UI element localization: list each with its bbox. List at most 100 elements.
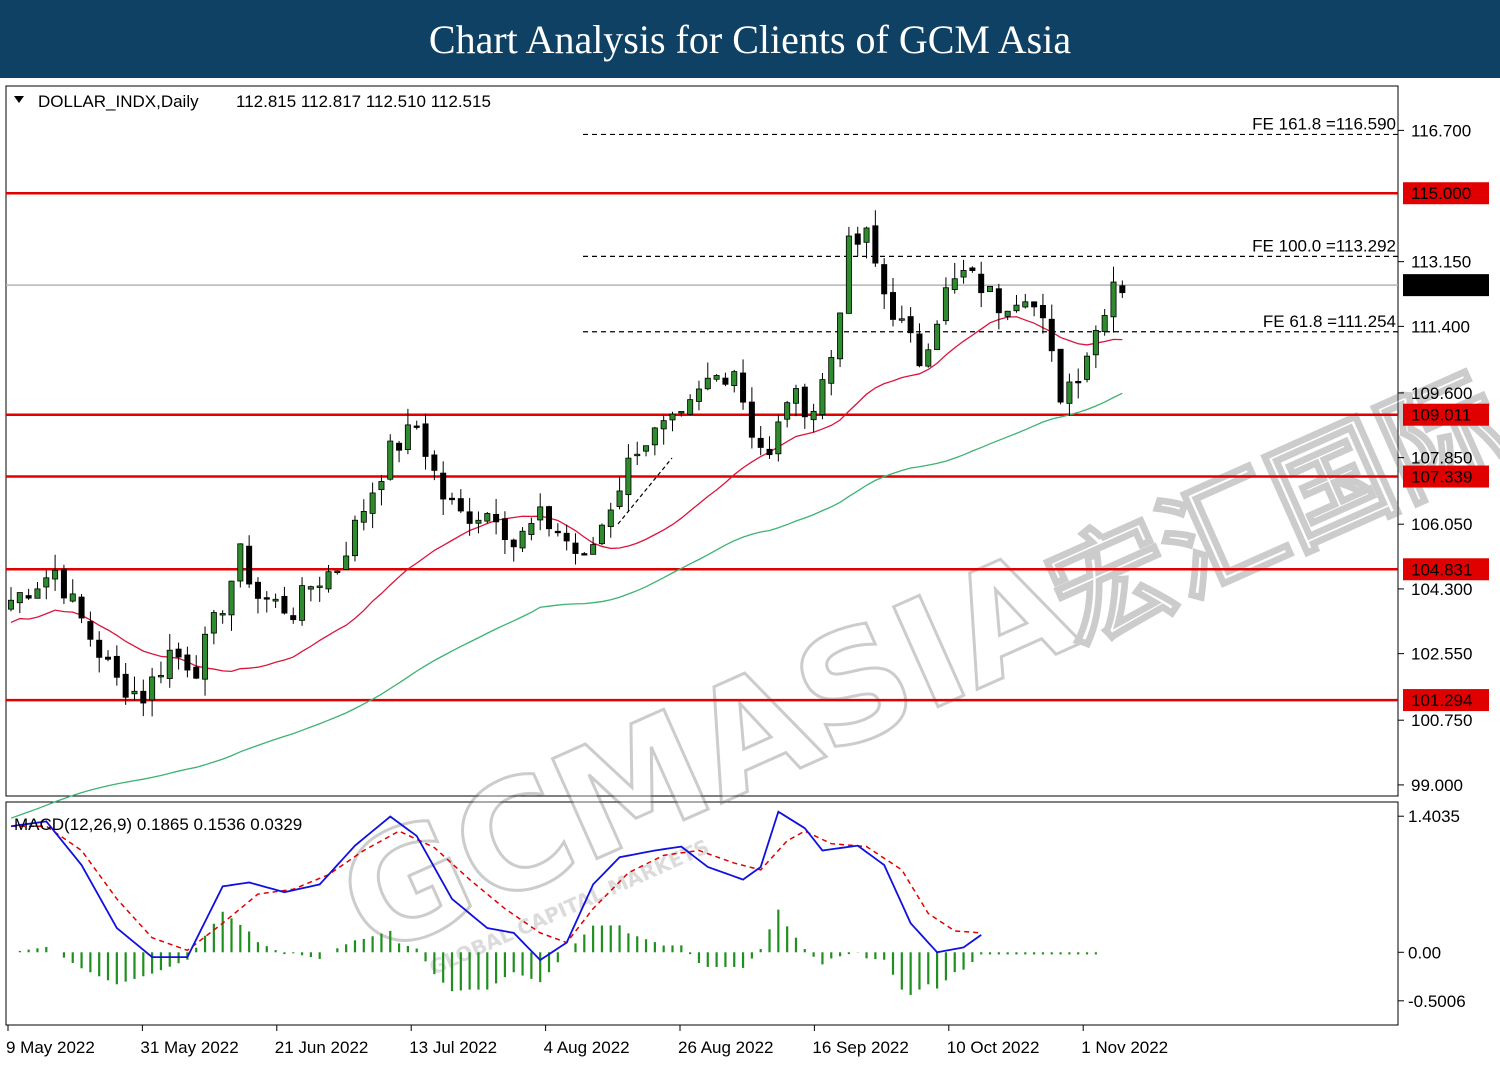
collapse-triangle-icon[interactable] xyxy=(14,96,24,103)
candle-body xyxy=(1066,381,1073,404)
candle xyxy=(113,645,120,686)
candle xyxy=(969,266,976,273)
candle-body xyxy=(863,227,870,243)
candle-body xyxy=(202,633,209,680)
price-tick-label: 99.000 xyxy=(1411,776,1463,795)
symbol-label: DOLLAR_INDX,Daily xyxy=(38,92,199,111)
candle xyxy=(193,655,200,680)
candle-body xyxy=(854,233,861,245)
candle xyxy=(942,277,949,325)
candle xyxy=(1119,280,1126,298)
candle-body xyxy=(396,442,403,451)
candle xyxy=(854,226,861,256)
trend-line xyxy=(617,457,673,525)
candle xyxy=(254,577,261,614)
candle xyxy=(775,414,782,462)
candle-body xyxy=(131,690,138,695)
candle xyxy=(713,374,720,382)
candle xyxy=(907,307,914,343)
candle xyxy=(475,511,482,534)
candle xyxy=(369,482,376,529)
macd-histogram xyxy=(18,909,1097,995)
candle xyxy=(334,570,341,575)
candle-body xyxy=(881,264,888,295)
candle-body xyxy=(7,599,14,610)
time-tick-label: 13 Jul 2022 xyxy=(409,1038,497,1057)
candle xyxy=(1066,373,1073,417)
candle-body xyxy=(149,676,156,701)
candle-body xyxy=(254,581,261,599)
candle-body xyxy=(722,377,729,385)
candle xyxy=(748,387,755,449)
candle xyxy=(166,634,173,688)
level-tag xyxy=(1403,558,1489,581)
candle-body xyxy=(316,585,323,588)
candle xyxy=(572,533,579,565)
candle-body xyxy=(678,411,685,414)
candle-body xyxy=(60,568,67,599)
candle-body xyxy=(237,543,244,582)
candle-body xyxy=(387,440,394,480)
time-tick-label: 10 Oct 2022 xyxy=(947,1038,1040,1057)
candle-body xyxy=(845,235,852,314)
time-tick-label: 26 Aug 2022 xyxy=(678,1038,773,1057)
candle xyxy=(290,607,297,624)
price-tick-label: 116.700 xyxy=(1411,121,1471,140)
candle xyxy=(784,400,791,428)
ma-slow-line xyxy=(10,392,1123,819)
candle-body xyxy=(140,690,147,704)
candle xyxy=(863,226,870,259)
candle xyxy=(501,511,508,554)
price-tick-label: 109.600 xyxy=(1411,384,1472,403)
candle-body xyxy=(325,571,332,590)
candle-body xyxy=(775,421,782,455)
candle xyxy=(1075,368,1082,399)
candle-body xyxy=(731,371,738,386)
candle xyxy=(493,499,500,535)
time-tick-label: 4 Aug 2022 xyxy=(544,1038,630,1057)
level-tag xyxy=(1403,689,1489,712)
candle xyxy=(828,349,835,396)
level-tag xyxy=(1403,465,1489,488)
page-title: Chart Analysis for Clients of GCM Asia xyxy=(0,0,1500,78)
candle-body xyxy=(1075,380,1082,384)
candle xyxy=(890,278,897,327)
candle xyxy=(1057,348,1064,405)
candle xyxy=(96,631,103,673)
candle xyxy=(651,426,658,456)
candle xyxy=(228,580,235,631)
candle-body xyxy=(581,553,588,556)
candle-body xyxy=(87,621,94,640)
candle xyxy=(1048,304,1055,362)
candle-body xyxy=(457,498,464,512)
candle xyxy=(687,394,694,416)
candle-body xyxy=(246,545,253,585)
candle xyxy=(678,411,685,417)
macd-tick-label: 0.00 xyxy=(1408,943,1441,962)
macd-main-line xyxy=(10,810,982,962)
candle-body xyxy=(501,518,508,541)
candle xyxy=(307,585,314,602)
candle xyxy=(422,413,429,470)
candle xyxy=(1004,310,1011,321)
candle xyxy=(237,543,244,588)
candle xyxy=(448,492,455,505)
candle-body xyxy=(942,287,949,322)
candle-body xyxy=(343,555,350,570)
candle xyxy=(722,372,729,387)
fib-label: FE 100.0 =113.292 xyxy=(1252,236,1396,255)
candle-body xyxy=(175,648,182,658)
candle-body xyxy=(360,511,367,523)
candle-body xyxy=(290,615,297,621)
candle-body xyxy=(1048,318,1055,352)
candle-body xyxy=(837,312,844,360)
candle xyxy=(1092,325,1099,369)
candle-body xyxy=(378,481,385,491)
candle xyxy=(69,579,76,603)
candles xyxy=(7,210,1126,717)
candle-body xyxy=(272,598,279,602)
candle xyxy=(299,577,306,626)
candle xyxy=(590,536,597,555)
candle-body xyxy=(872,225,879,264)
candle-body xyxy=(669,413,676,421)
